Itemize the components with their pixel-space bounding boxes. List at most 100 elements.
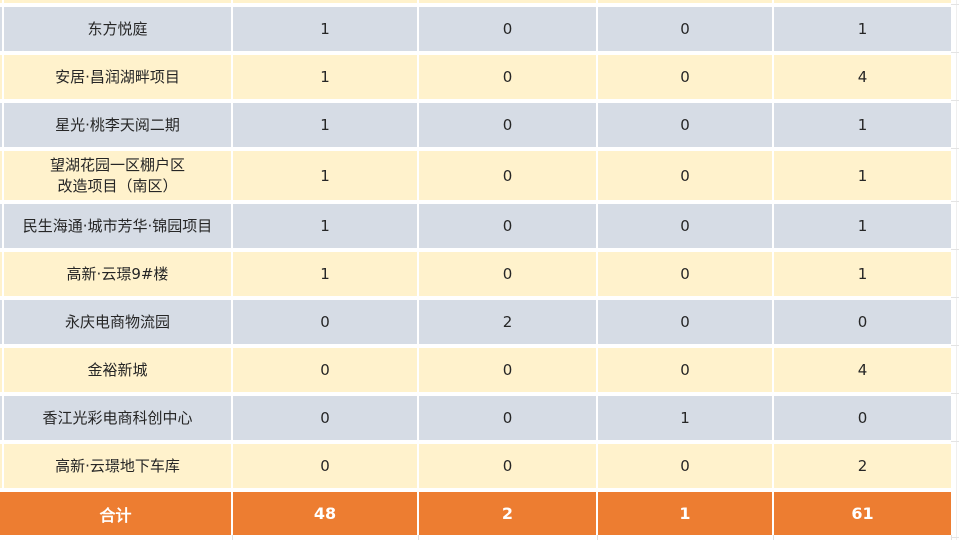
value-cell[interactable]: 0 bbox=[598, 252, 772, 296]
value-cell[interactable]: 0 bbox=[419, 204, 596, 248]
clipped-left-column-cell bbox=[0, 7, 2, 51]
value-cell[interactable]: 4 bbox=[774, 348, 951, 392]
value-cell[interactable]: 0 bbox=[233, 396, 417, 440]
gridline bbox=[951, 393, 959, 394]
clipped-cell bbox=[774, 0, 951, 3]
table-row: 东方悦庭 1 0 0 1 bbox=[0, 7, 959, 51]
project-name-cell[interactable]: 永庆电商物流园 bbox=[4, 300, 231, 344]
value-cell[interactable]: 0 bbox=[419, 103, 596, 147]
value-cell[interactable]: 1 bbox=[233, 55, 417, 99]
project-name-cell[interactable]: 民生海通·城市芳华·锦园项目 bbox=[4, 204, 231, 248]
value-cell[interactable]: 2 bbox=[419, 300, 596, 344]
value-cell[interactable]: 0 bbox=[774, 300, 951, 344]
clipped-left-column-cell bbox=[0, 252, 2, 296]
clipped-left-column-cell bbox=[0, 151, 2, 200]
project-name-cell[interactable]: 望湖花园一区棚户区 改造项目（南区） bbox=[4, 151, 231, 200]
value-cell[interactable]: 0 bbox=[598, 300, 772, 344]
value-cell[interactable]: 1 bbox=[233, 204, 417, 248]
value-cell[interactable]: 1 bbox=[774, 151, 951, 200]
gridline bbox=[951, 297, 959, 298]
gridline bbox=[956, 0, 957, 540]
gridline bbox=[951, 535, 952, 540]
total-value-cell[interactable]: 1 bbox=[598, 492, 772, 535]
table-row: 星光·桃李天阅二期 1 0 0 1 bbox=[0, 103, 959, 147]
table-row: 安居·昌润湖畔项目 1 0 0 4 bbox=[0, 55, 959, 99]
clipped-left-column-cell bbox=[0, 396, 2, 440]
value-cell[interactable]: 0 bbox=[598, 7, 772, 51]
clipped-left-column-cell bbox=[0, 348, 2, 392]
gridline bbox=[951, 345, 959, 346]
gridline bbox=[951, 537, 959, 538]
value-cell[interactable]: 0 bbox=[598, 55, 772, 99]
value-cell[interactable]: 0 bbox=[419, 7, 596, 51]
clipped-left-column-cell bbox=[0, 0, 2, 3]
project-name-cell[interactable]: 高新·云璟地下车库 bbox=[4, 444, 231, 488]
gridline bbox=[773, 535, 774, 540]
gridline bbox=[232, 535, 233, 540]
project-name-cell[interactable]: 金裕新城 bbox=[4, 348, 231, 392]
total-value-cell[interactable]: 61 bbox=[774, 492, 951, 535]
value-cell[interactable]: 1 bbox=[774, 204, 951, 248]
clipped-cell bbox=[598, 0, 772, 3]
clipped-left-column-cell bbox=[0, 55, 2, 99]
value-cell[interactable]: 0 bbox=[419, 348, 596, 392]
value-cell[interactable]: 0 bbox=[233, 444, 417, 488]
project-name-cell[interactable]: 高新·云璟9#楼 bbox=[4, 252, 231, 296]
value-cell[interactable]: 0 bbox=[419, 444, 596, 488]
table-row: 高新·云璟地下车库 0 0 0 2 bbox=[0, 444, 959, 488]
table-row: 高新·云璟9#楼 1 0 0 1 bbox=[0, 252, 959, 296]
value-cell[interactable]: 1 bbox=[233, 151, 417, 200]
value-cell[interactable]: 0 bbox=[598, 444, 772, 488]
project-name-cell[interactable]: 东方悦庭 bbox=[4, 7, 231, 51]
value-cell[interactable]: 1 bbox=[774, 103, 951, 147]
gridline bbox=[597, 535, 598, 540]
value-cell[interactable]: 1 bbox=[598, 396, 772, 440]
clipped-row-top bbox=[0, 0, 959, 3]
value-cell[interactable]: 4 bbox=[774, 55, 951, 99]
value-cell[interactable]: 1 bbox=[774, 252, 951, 296]
table-row: 永庆电商物流园 0 2 0 0 bbox=[0, 300, 959, 344]
value-cell[interactable]: 0 bbox=[598, 103, 772, 147]
total-value-cell[interactable]: 2 bbox=[419, 492, 596, 535]
value-cell[interactable]: 0 bbox=[774, 396, 951, 440]
value-cell[interactable]: 0 bbox=[598, 151, 772, 200]
value-cell[interactable]: 0 bbox=[419, 252, 596, 296]
gridline bbox=[951, 148, 959, 149]
table-row: 金裕新城 0 0 0 4 bbox=[0, 348, 959, 392]
value-cell[interactable]: 0 bbox=[233, 300, 417, 344]
clipped-left-column-cell bbox=[0, 204, 2, 248]
clipped-cell bbox=[419, 0, 596, 3]
table-row: 望湖花园一区棚户区 改造项目（南区） 1 0 0 1 bbox=[0, 151, 959, 200]
table-row: 民生海通·城市芳华·锦园项目 1 0 0 1 bbox=[0, 204, 959, 248]
total-row: 合计 48 2 1 61 bbox=[0, 492, 959, 535]
project-name-cell[interactable]: 香江光彩电商科创中心 bbox=[4, 396, 231, 440]
project-name-cell[interactable]: 星光·桃李天阅二期 bbox=[4, 103, 231, 147]
table-row: 香江光彩电商科创中心 0 0 1 0 bbox=[0, 396, 959, 440]
gridline bbox=[951, 441, 959, 442]
value-cell[interactable]: 0 bbox=[233, 348, 417, 392]
value-cell[interactable]: 0 bbox=[598, 204, 772, 248]
value-cell[interactable]: 0 bbox=[419, 151, 596, 200]
value-cell[interactable]: 0 bbox=[419, 55, 596, 99]
gridline bbox=[951, 249, 959, 250]
gridline bbox=[951, 100, 959, 101]
value-cell[interactable]: 0 bbox=[419, 396, 596, 440]
gridline bbox=[951, 52, 959, 53]
value-cell[interactable]: 1 bbox=[774, 7, 951, 51]
clipped-left-column-cell bbox=[0, 444, 2, 488]
value-cell[interactable]: 0 bbox=[598, 348, 772, 392]
gridline bbox=[951, 4, 959, 5]
value-cell[interactable]: 2 bbox=[774, 444, 951, 488]
value-cell[interactable]: 1 bbox=[233, 103, 417, 147]
value-cell[interactable]: 1 bbox=[233, 7, 417, 51]
gridline bbox=[418, 535, 419, 540]
clipped-left-column-cell bbox=[0, 103, 2, 147]
total-label-cell[interactable]: 合计 bbox=[0, 492, 231, 535]
clipped-left-column-cell bbox=[0, 300, 2, 344]
project-name-cell[interactable]: 安居·昌润湖畔项目 bbox=[4, 55, 231, 99]
total-value-cell[interactable]: 48 bbox=[233, 492, 417, 535]
value-cell[interactable]: 1 bbox=[233, 252, 417, 296]
clipped-cell bbox=[233, 0, 417, 3]
gridline bbox=[951, 201, 959, 202]
